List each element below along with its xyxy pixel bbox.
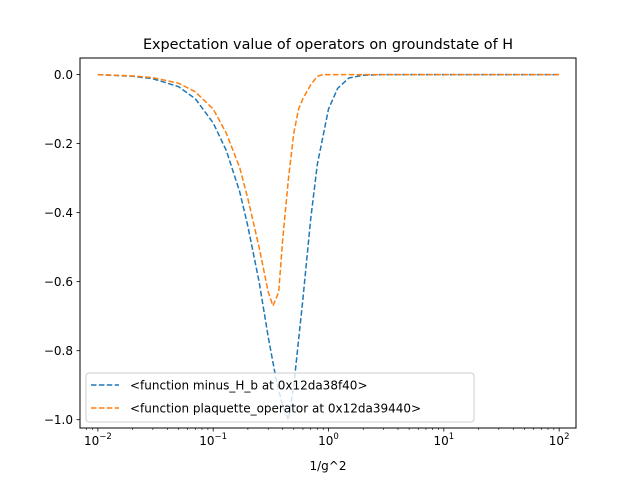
x-tick-exponent: 1 xyxy=(449,432,454,442)
y-tick-label: −0.4 xyxy=(44,206,73,220)
y-tick-label: −0.6 xyxy=(44,275,73,289)
x-tick-base: 10 xyxy=(84,434,99,448)
x-tick-label: 10−1 xyxy=(199,432,227,448)
legend-label-1: <function plaquette_operator at 0x12da39… xyxy=(130,402,421,416)
plot-frame xyxy=(79,57,577,429)
legend-label-0: <function minus_H_b at 0x12da38f40> xyxy=(130,379,368,393)
x-tick-exponent: 2 xyxy=(564,432,569,442)
x-tick-label: 10−2 xyxy=(84,432,112,448)
y-tick-label: −0.8 xyxy=(44,344,73,358)
x-tick-base: 10 xyxy=(318,434,333,448)
x-tick-exponent: 0 xyxy=(333,432,338,442)
x-tick-label: 101 xyxy=(433,432,454,448)
series-line-1 xyxy=(97,73,560,307)
y-axis: 0.0 −0.2 −0.4 −0.6 −0.8 −1.0 xyxy=(44,68,80,427)
series-line-0 xyxy=(97,73,560,421)
series-layer xyxy=(97,73,560,421)
legend: <function minus_H_b at 0x12da38f40> <fun… xyxy=(85,372,475,423)
y-tick-label: 0.0 xyxy=(54,68,73,82)
x-tick-base: 10 xyxy=(199,434,214,448)
y-tick-label: −0.2 xyxy=(44,137,73,151)
x-tick-exponent: −2 xyxy=(99,432,112,442)
x-tick-base: 10 xyxy=(433,434,448,448)
y-tick-label: −1.0 xyxy=(44,413,73,427)
x-tick-label: 102 xyxy=(549,432,570,448)
x-axis-label: 1/g^2 xyxy=(310,459,347,473)
x-tick-label: 100 xyxy=(318,432,339,448)
chart-title: Expectation value of operators on ground… xyxy=(143,37,513,53)
legend-box xyxy=(85,372,475,423)
x-tick-base: 10 xyxy=(549,434,564,448)
x-axis: 10−2 10−1 100 101 102 xyxy=(84,428,570,448)
x-tick-exponent: −1 xyxy=(215,432,228,442)
